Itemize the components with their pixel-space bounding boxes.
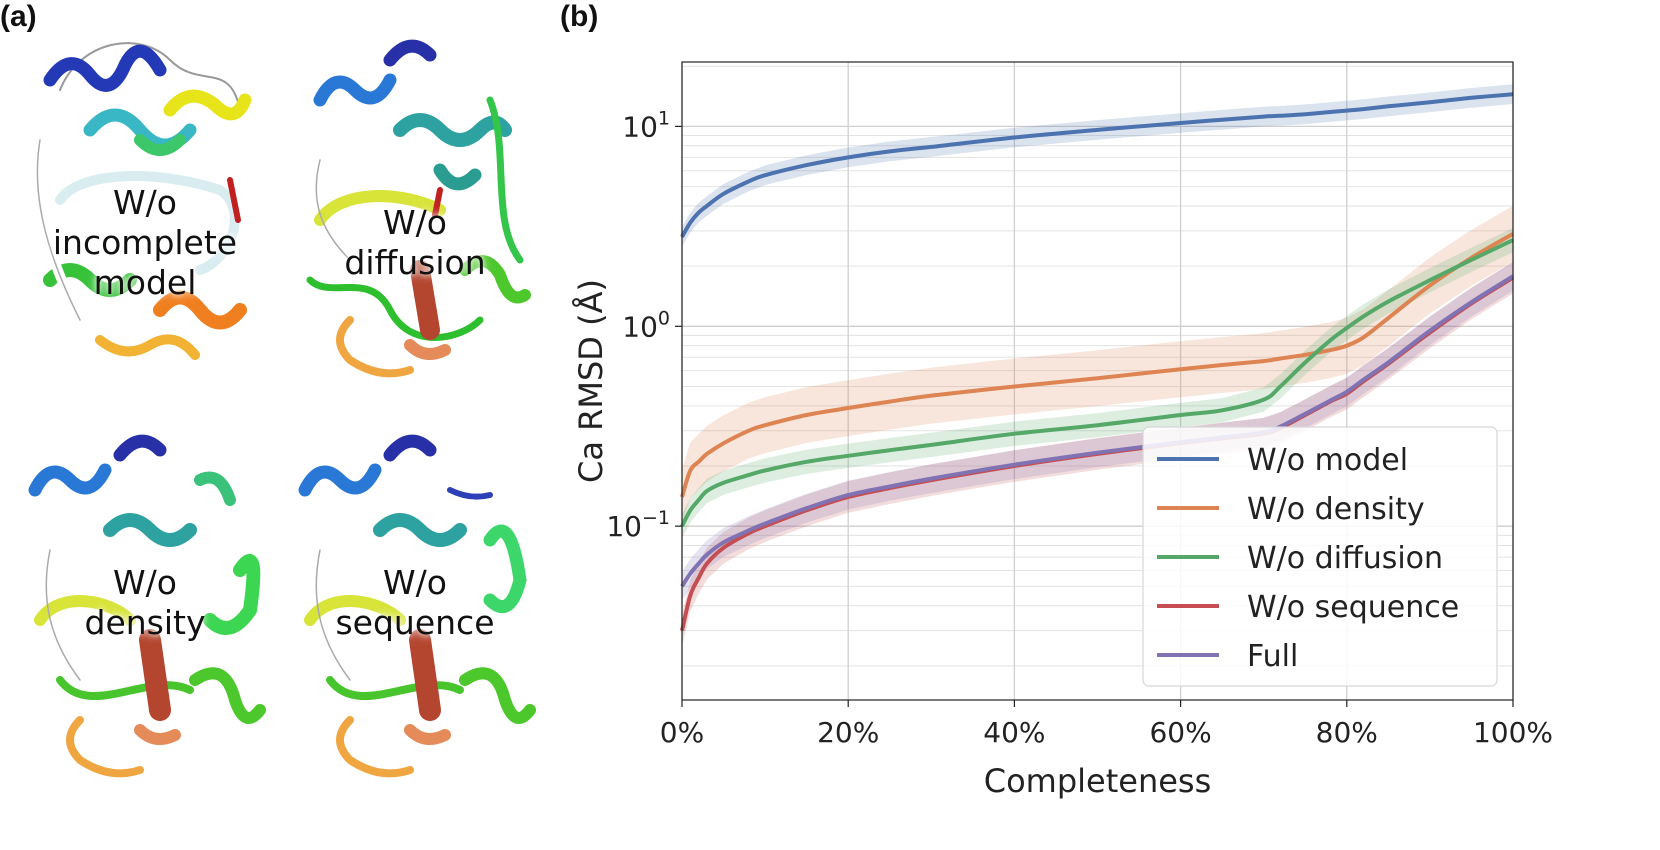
- protein-cartoon-image: [32, 36, 252, 360]
- panel-a-label: (a): [0, 0, 37, 33]
- protein-cartoon-image: [306, 39, 531, 378]
- confidence-band: [682, 227, 1513, 539]
- structure-label-diffusion: W/o diffusion: [290, 203, 540, 283]
- x-tick-label: 40%: [983, 716, 1045, 749]
- x-tick-label: 80%: [1316, 716, 1378, 749]
- confidence-band: [682, 205, 1513, 525]
- protein-cartoon-image: [298, 434, 536, 778]
- series-lines: [680, 92, 1515, 632]
- plot-frame: [681, 61, 1514, 701]
- label-line: W/o: [113, 563, 177, 602]
- x-tick-label: 100%: [1473, 716, 1553, 749]
- series-line: [680, 232, 1515, 498]
- y-tick-label: 100: [622, 307, 670, 343]
- label-line: W/o: [383, 563, 447, 602]
- structure-label-incomplete-model: W/o incomplete model: [20, 183, 270, 303]
- x-tick-label: 20%: [817, 716, 879, 749]
- legend: W/o model W/o density W/o diffusion W/o seq…: [1142, 426, 1498, 687]
- panel-b-label: (b): [560, 0, 599, 33]
- structure-label-sequence: W/o sequence: [290, 563, 540, 643]
- legend-label: Full: [1247, 639, 1298, 674]
- structure-sequence: [290, 420, 540, 790]
- label-line: diffusion: [344, 243, 486, 282]
- label-line: W/o: [113, 183, 177, 222]
- y-tick-label: 10−1: [606, 507, 670, 543]
- rmsd-chart: 0% 20% 40% 60% 80% 100% 10−1 100 101 Completenes…: [572, 61, 1553, 800]
- legend-label: W/o model: [1247, 443, 1408, 478]
- series-line: [680, 238, 1514, 528]
- legend-label: W/o diffusion: [1247, 541, 1443, 576]
- y-axis-label: Ca RMSD (Å): [572, 279, 610, 483]
- label-line: model: [93, 263, 197, 302]
- series-line: [680, 92, 1514, 238]
- structure-density: [20, 420, 270, 790]
- series-line: [680, 274, 1515, 588]
- x-axis-label: Completeness: [984, 762, 1212, 800]
- label-line: sequence: [335, 603, 495, 642]
- structure-diffusion: [290, 20, 540, 390]
- axis-ticks: 0% 20% 40% 60% 80% 100% 10−1 100 101: [606, 107, 1553, 749]
- structure-incomplete-model: [20, 20, 270, 390]
- y-tick-label: 101: [622, 107, 670, 143]
- panel-a: (a) W/o incomplete model: [0, 0, 560, 850]
- legend-box: [1142, 426, 1498, 687]
- label-line: density: [84, 603, 206, 642]
- legend-label: W/o sequence: [1247, 590, 1459, 625]
- label-line: incomplete: [52, 223, 238, 262]
- label-line: W/o: [383, 203, 447, 242]
- protein-cartoon-image: [28, 434, 266, 778]
- structure-label-density: W/o density: [20, 563, 270, 643]
- x-tick-label: 60%: [1149, 716, 1211, 749]
- panel-b: (b) 0% 20% 40% 60% 80% 100% 10−1 100 101 Complet…: [560, 0, 1660, 850]
- x-tick-label: 0%: [660, 716, 704, 749]
- legend-label: W/o density: [1247, 492, 1425, 527]
